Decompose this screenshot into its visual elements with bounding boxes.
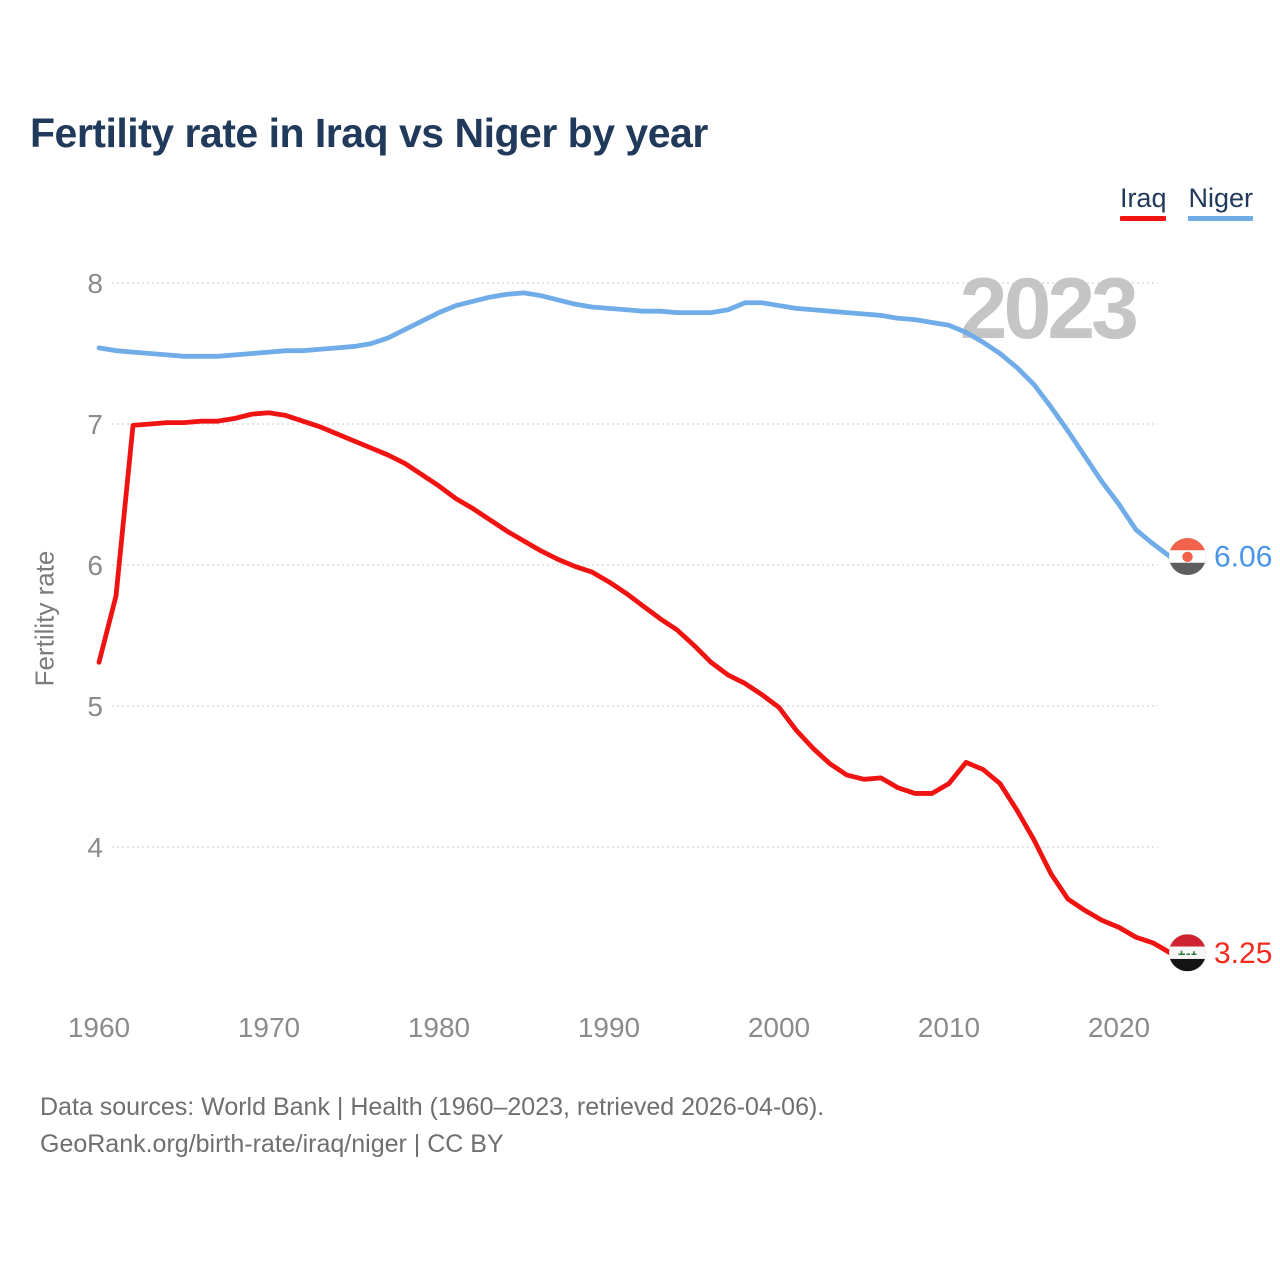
legend-underline-niger <box>1188 216 1253 222</box>
flag-outline-niger <box>1168 537 1207 576</box>
x-tick-label-2010: 2010 <box>918 1012 980 1043</box>
x-tick-label-1960: 1960 <box>68 1012 130 1043</box>
page-title: Fertility rate in Iraq vs Niger by year <box>30 110 708 156</box>
flag-outline-iraq <box>1168 933 1207 972</box>
legend-item-niger[interactable]: Niger <box>1188 183 1253 222</box>
flag-band-bottom <box>1169 562 1206 576</box>
flag-emblem-dot <box>1182 551 1193 563</box>
legend: Iraq Niger <box>1119 183 1253 222</box>
niger-line[interactable] <box>96 290 1173 559</box>
footer-line-1: Data sources: World Bank | Health (1960–… <box>40 1093 825 1121</box>
year-watermark: 2023 <box>959 261 1139 357</box>
x-tick-label-1970: 1970 <box>238 1012 300 1043</box>
flag-band-top <box>1169 934 1206 947</box>
niger-flag-icon <box>1169 538 1206 576</box>
flag-band-bottom <box>1169 958 1206 972</box>
legend-underline-iraq <box>1119 216 1167 222</box>
legend-label-niger: Niger <box>1188 183 1253 213</box>
legend-label-iraq: Iraq <box>1119 183 1167 213</box>
x-tick-label-1980: 1980 <box>408 1012 470 1043</box>
x-tick-label-2020: 2020 <box>1088 1012 1150 1043</box>
niger-end-value-label: 6.06 <box>1214 541 1272 574</box>
footer: Data sources: World Bank | Health (1960–… <box>40 1089 824 1163</box>
flag-band-top <box>1169 538 1206 551</box>
flag-emblem-script <box>1178 950 1197 956</box>
y-tick-label-5: 5 <box>87 691 103 722</box>
x-tick-label-1990: 1990 <box>578 1012 640 1043</box>
legend-item-iraq[interactable]: Iraq <box>1119 183 1167 222</box>
y-axis-title: Fertility rate <box>29 550 60 687</box>
y-tick-label-6: 6 <box>87 550 103 581</box>
iraq-line[interactable] <box>96 410 1173 956</box>
iraq-end-value-label: 3.25 <box>1214 937 1272 970</box>
y-tick-label-7: 7 <box>87 409 103 440</box>
x-tick-label-2000: 2000 <box>748 1012 810 1043</box>
iraq-flag-icon <box>1169 934 1206 972</box>
y-tick-label-4: 4 <box>87 832 103 863</box>
y-tick-label-8: 8 <box>87 268 103 299</box>
footer-line-2: GeoRank.org/birth-rate/iraq/niger | CC B… <box>40 1130 504 1158</box>
flag-band-middle <box>1169 946 1206 959</box>
